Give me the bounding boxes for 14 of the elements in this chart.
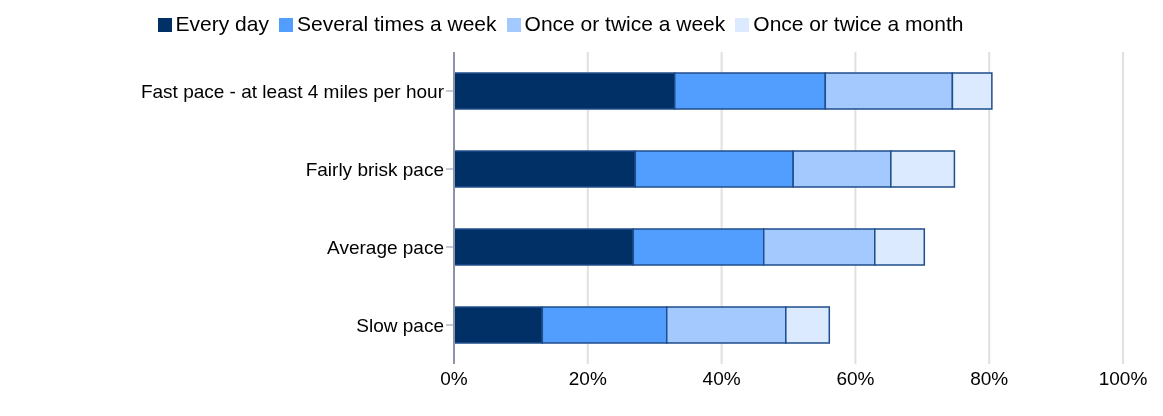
y-tick-label: Fast pace - at least 4 miles per hour <box>140 80 445 102</box>
x-tick-label: 80% <box>970 368 1009 390</box>
x-tick-label: 100% <box>1098 368 1148 390</box>
y-tick-label: Slow pace <box>356 314 444 336</box>
y-tick-label: Average pace <box>327 236 444 258</box>
x-tick-label: 0% <box>440 368 468 390</box>
x-tick-label: 60% <box>836 368 875 390</box>
legend-label: Every day <box>175 12 269 35</box>
legend-label: Once or twice a month <box>753 12 964 35</box>
legend-label: Once or twice a week <box>524 12 726 35</box>
y-tick-label: Fairly brisk pace <box>305 158 444 180</box>
x-tick-label: 20% <box>568 368 607 390</box>
legend-label: Several times a week <box>296 12 497 35</box>
x-tick-label: 40% <box>702 368 741 390</box>
